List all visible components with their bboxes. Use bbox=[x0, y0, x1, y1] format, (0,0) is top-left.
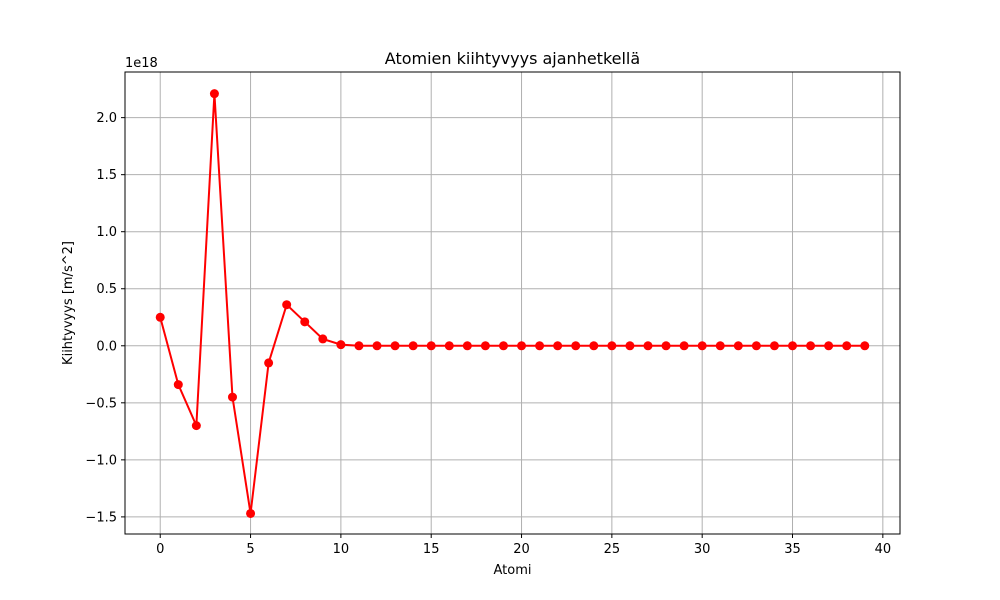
data-point bbox=[751, 341, 761, 351]
data-point bbox=[462, 341, 472, 351]
y-tick-label: 1.5 bbox=[96, 168, 117, 183]
y-tick-label: −1.0 bbox=[85, 453, 117, 468]
data-point bbox=[498, 341, 508, 351]
x-axis-label: Atomi bbox=[494, 563, 532, 578]
y-tick-label: 0.5 bbox=[96, 282, 117, 297]
y-tick-label: 1.0 bbox=[96, 225, 117, 240]
data-point bbox=[715, 341, 725, 351]
data-point bbox=[318, 334, 328, 344]
data-point bbox=[589, 341, 599, 351]
data-point bbox=[173, 380, 183, 390]
data-point bbox=[282, 300, 292, 310]
data-point bbox=[426, 341, 436, 351]
series-line bbox=[159, 93, 865, 514]
x-tick-label: 0 bbox=[156, 542, 164, 557]
data-point bbox=[733, 341, 743, 351]
data-point bbox=[372, 341, 382, 351]
y-axis-ticks: −1.5 −1.0 −0.5 0.0 0.5 1.0 1.5 2.0 bbox=[85, 111, 125, 525]
data-point bbox=[336, 340, 346, 350]
x-tick-label: 35 bbox=[784, 542, 801, 557]
data-point bbox=[191, 421, 201, 431]
data-point bbox=[842, 341, 852, 351]
data-point bbox=[697, 341, 707, 351]
data-point bbox=[625, 341, 635, 351]
data-point bbox=[517, 341, 527, 351]
data-point bbox=[264, 358, 274, 368]
y-tick-label: 2.0 bbox=[96, 111, 117, 126]
plot-area-frame bbox=[124, 71, 901, 535]
data-point bbox=[227, 392, 237, 402]
x-axis-ticks: 0 5 10 15 20 25 30 35 40 bbox=[156, 534, 891, 557]
series-layer bbox=[155, 89, 870, 518]
data-point bbox=[354, 341, 364, 351]
data-point bbox=[155, 312, 165, 322]
data-point bbox=[535, 341, 545, 351]
data-point bbox=[444, 341, 454, 351]
data-point bbox=[571, 341, 581, 351]
data-point bbox=[209, 89, 219, 99]
data-point bbox=[806, 341, 816, 351]
x-tick-label: 15 bbox=[423, 542, 440, 557]
data-point bbox=[390, 341, 400, 351]
y-offset-label: 1e18 bbox=[125, 56, 158, 71]
data-point bbox=[643, 341, 653, 351]
chart-title: Atomien kiihtyvyys ajanhetkellä bbox=[385, 49, 640, 68]
x-tick-label: 5 bbox=[246, 542, 254, 557]
data-point bbox=[824, 341, 834, 351]
data-point bbox=[860, 341, 870, 351]
x-tick-label: 25 bbox=[604, 542, 621, 557]
data-point bbox=[553, 341, 563, 351]
x-tick-label: 10 bbox=[333, 542, 350, 557]
data-point bbox=[788, 341, 798, 351]
data-point bbox=[246, 508, 256, 518]
x-tick-label: 20 bbox=[513, 542, 530, 557]
data-point bbox=[300, 317, 310, 327]
y-axis-label: Kiihtyvyys [m/s^2] bbox=[61, 241, 76, 365]
grid bbox=[125, 72, 900, 534]
data-point bbox=[480, 341, 490, 351]
data-point bbox=[769, 341, 779, 351]
y-tick-label: −0.5 bbox=[85, 396, 117, 411]
data-point bbox=[679, 341, 689, 351]
y-tick-label: 0.0 bbox=[96, 339, 117, 354]
x-tick-label: 40 bbox=[875, 542, 892, 557]
data-point bbox=[607, 341, 617, 351]
data-point bbox=[408, 341, 418, 351]
y-tick-label: −1.5 bbox=[85, 510, 117, 525]
data-point bbox=[661, 341, 671, 351]
x-tick-label: 30 bbox=[694, 542, 711, 557]
